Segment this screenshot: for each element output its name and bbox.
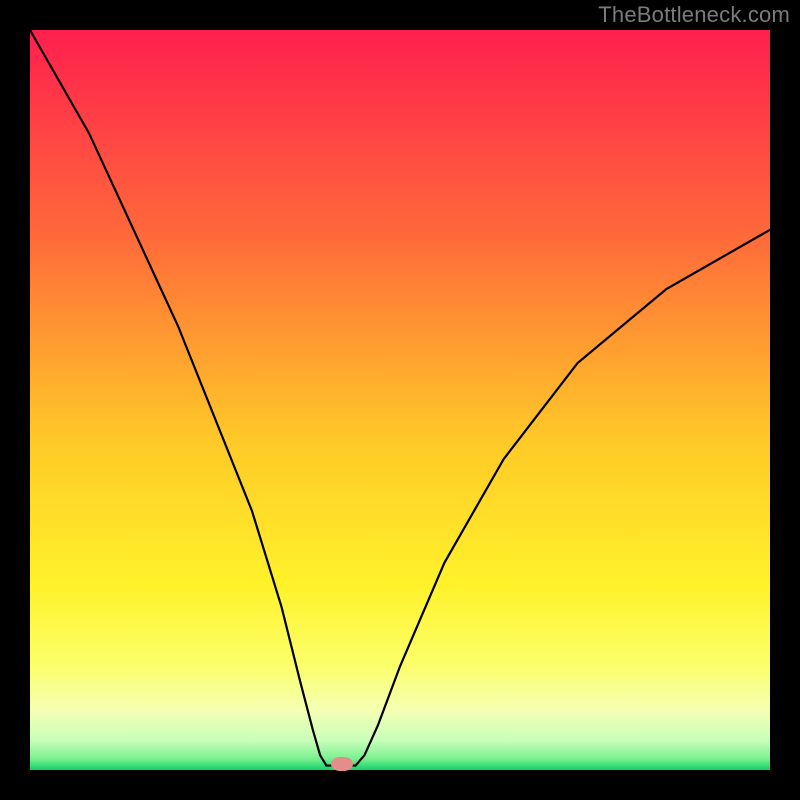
curve-left-branch [30, 30, 326, 765]
optimal-point-marker [331, 757, 353, 771]
plot-area [30, 30, 770, 770]
watermark-text: TheBottleneck.com [598, 2, 790, 28]
outer-frame: TheBottleneck.com [0, 0, 800, 800]
curve-right-branch [356, 230, 770, 766]
bottleneck-curve [30, 30, 770, 770]
